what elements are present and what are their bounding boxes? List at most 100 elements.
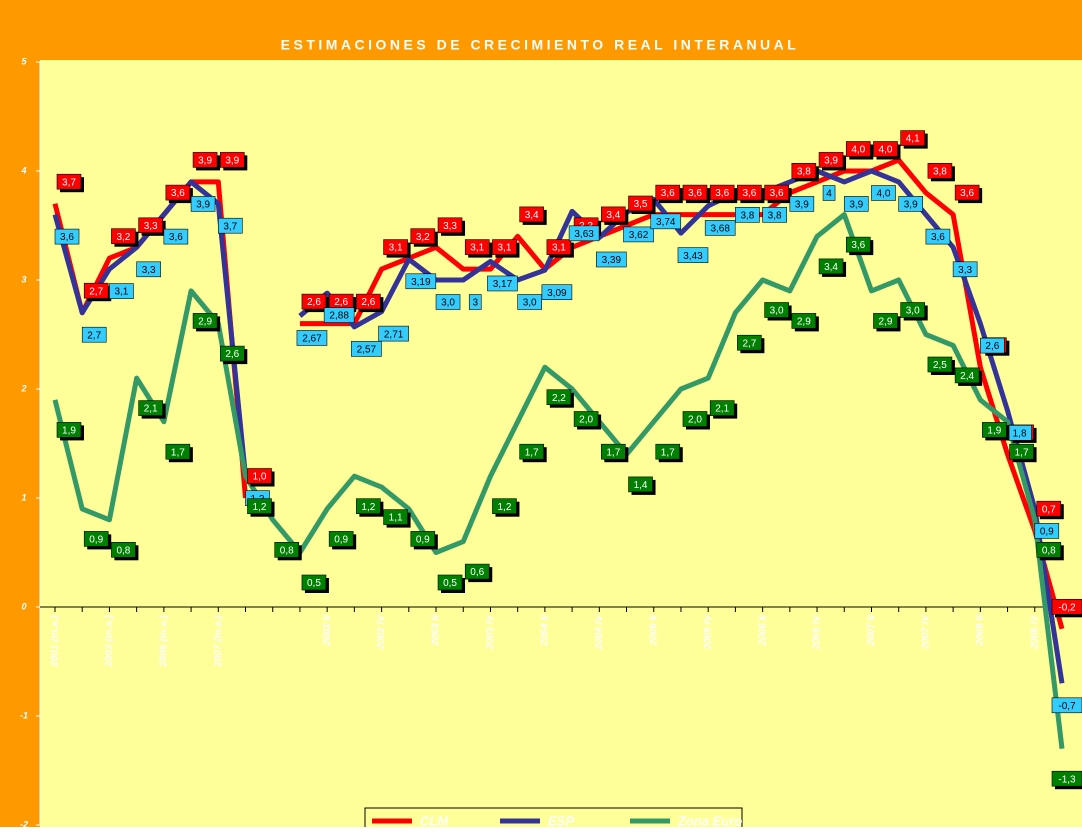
data-label: 3,6 — [54, 228, 80, 245]
data-label-text: 2,1 — [144, 404, 158, 415]
data-label-box — [650, 213, 682, 230]
data-label: 3,1 — [464, 239, 493, 258]
data-label: 3,1 — [492, 239, 520, 258]
data-label-text: 3,4 — [606, 210, 620, 221]
data-label-text: 3,43 — [683, 251, 703, 262]
data-label-box — [517, 294, 542, 310]
data-label: 3,9 — [818, 152, 847, 171]
data-label: 3 — [468, 294, 482, 310]
data-label-text: 3,3 — [144, 221, 158, 232]
data-label: 4 — [822, 185, 836, 201]
data-label-text: 2,67 — [302, 334, 322, 345]
data-label-text: 3,39 — [602, 255, 622, 266]
data-label-box — [165, 443, 191, 460]
data-label: 3,3 — [437, 217, 466, 236]
data-label-box — [163, 228, 189, 245]
data-label-text: 3,2 — [416, 232, 430, 243]
data-label-box — [845, 141, 871, 157]
y-tick-label: -1 — [20, 710, 28, 720]
data-label-box — [383, 239, 408, 255]
data-label: 0,5 — [437, 574, 466, 593]
data-label-text: 0,7 — [1042, 504, 1056, 515]
data-label: 3,9 — [192, 152, 221, 171]
data-label-box — [437, 217, 463, 234]
data-label: 0,8 — [111, 541, 139, 561]
data-label-text: 3,9 — [196, 200, 210, 211]
data-label-text: 3,7 — [62, 177, 76, 188]
data-label: 3,19 — [405, 273, 437, 290]
data-label-box — [845, 236, 871, 253]
x-tick-label: 2006 II — [757, 615, 768, 647]
x-tick-label: 2005 II — [648, 615, 659, 647]
data-label-text: 3,0 — [523, 298, 537, 309]
data-label-box — [982, 422, 1007, 438]
data-label-text: 3,5 — [634, 199, 648, 210]
data-label-box — [546, 389, 572, 406]
data-label-box — [136, 261, 161, 278]
data-label-box — [704, 220, 736, 236]
data-label-box — [219, 345, 245, 362]
data-label: 1,7 — [655, 443, 683, 463]
data-label-text: 2,4 — [960, 371, 974, 382]
data-label: 3,6 — [163, 228, 189, 245]
data-label-box — [54, 228, 80, 245]
data-label: 1,4 — [628, 476, 656, 495]
legend-label: ESP — [548, 813, 574, 827]
data-label-text: 3,68 — [710, 224, 730, 235]
x-tick-label: 2001 (m.a.) — [50, 614, 61, 667]
x-tick-label: 2003 II — [431, 615, 442, 647]
data-label-text: 2,57 — [357, 345, 377, 356]
data-label: 2,88 — [323, 307, 355, 323]
data-label-text: 1,9 — [62, 426, 76, 437]
data-label-box — [655, 443, 681, 460]
data-label: 0,9 — [328, 531, 357, 550]
data-label-text: 3,62 — [629, 230, 649, 241]
data-label: 4,0 — [873, 141, 901, 160]
data-label: 1,2 — [247, 498, 275, 517]
data-label-text: 0,9 — [1040, 527, 1054, 538]
data-label-box — [296, 330, 328, 346]
x-tick-label: 2004 II — [540, 615, 551, 647]
data-label-box — [192, 152, 218, 168]
data-label-box — [873, 313, 898, 329]
data-label-box — [927, 356, 953, 373]
data-label-box — [789, 196, 815, 212]
data-label-text: 3,2 — [116, 232, 130, 243]
data-label: 3,43 — [677, 247, 709, 263]
data-label: 3,8 — [762, 207, 787, 223]
data-label-box — [519, 206, 544, 223]
data-label-box — [791, 313, 817, 329]
data-label: 3,9 — [789, 196, 815, 212]
data-label-text: 2,0 — [579, 415, 593, 426]
data-label-box — [762, 207, 787, 223]
data-label-box — [898, 196, 924, 212]
data-label-box — [927, 163, 953, 179]
data-label-box — [791, 163, 817, 179]
data-label-box — [410, 531, 436, 547]
data-label: 4,1 — [900, 130, 928, 149]
data-label-text: 3,6 — [770, 188, 784, 199]
data-label-text: 1,1 — [389, 513, 403, 524]
data-label-box — [1036, 541, 1062, 558]
data-label: 2,5 — [927, 356, 955, 375]
data-label: 4,0 — [871, 185, 896, 201]
data-label-text: 0,9 — [416, 535, 430, 546]
data-label-text: 1,7 — [661, 447, 675, 458]
data-label-box — [138, 217, 163, 234]
data-label-text: 3,0 — [441, 298, 455, 309]
data-label: 1,2 — [356, 498, 384, 517]
data-label: 2,71 — [378, 325, 409, 342]
data-label-text: 0,9 — [89, 535, 103, 546]
data-label-box — [541, 284, 573, 300]
data-label: 1,7 — [1009, 443, 1037, 463]
data-label: 3,68 — [704, 220, 736, 236]
data-label-text: 3,63 — [574, 229, 594, 240]
data-label-box — [410, 228, 436, 244]
data-label-box — [519, 443, 544, 460]
data-label: 3,6 — [764, 184, 792, 204]
data-label-box — [1051, 697, 1082, 714]
data-label-box — [351, 341, 382, 357]
data-label-text: 3,6 — [169, 232, 183, 243]
data-label-box — [383, 509, 408, 525]
data-label: 2,6 — [356, 293, 384, 313]
